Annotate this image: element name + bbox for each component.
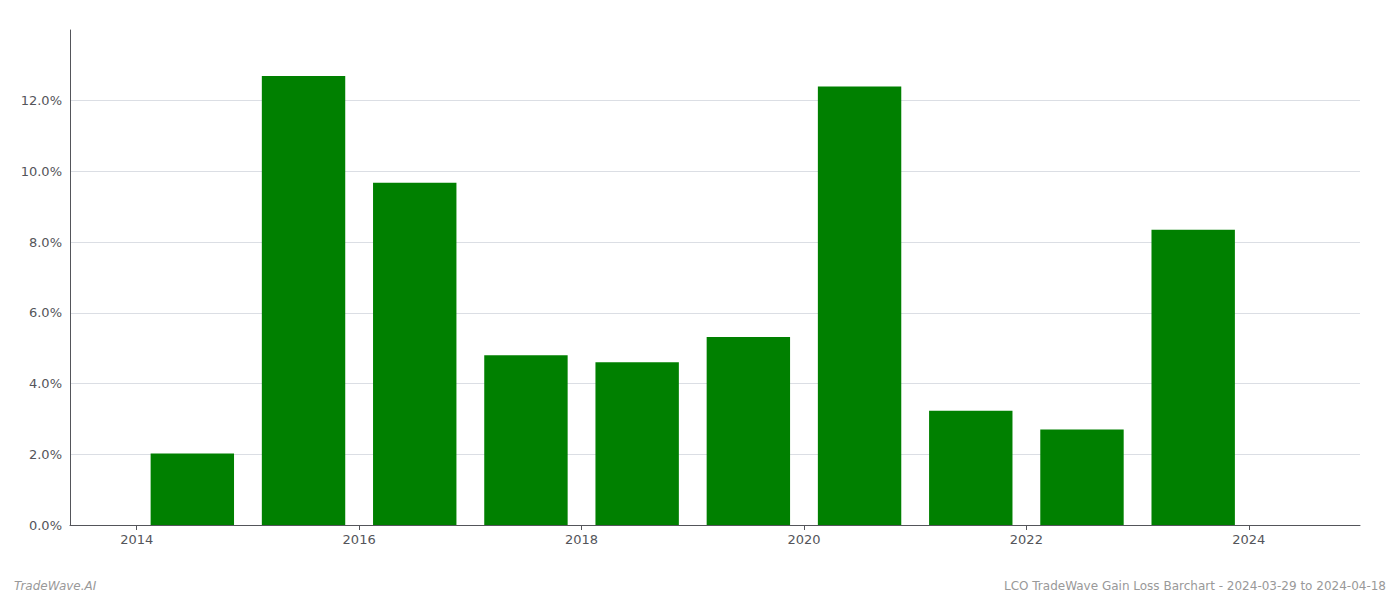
- svg-text:2022: 2022: [1010, 532, 1043, 547]
- svg-text:6.0%: 6.0%: [29, 305, 62, 320]
- svg-text:2016: 2016: [343, 532, 376, 547]
- svg-text:0.0%: 0.0%: [29, 518, 62, 533]
- svg-text:2020: 2020: [787, 532, 820, 547]
- svg-text:2014: 2014: [120, 532, 153, 547]
- svg-text:12.0%: 12.0%: [21, 93, 62, 108]
- svg-text:8.0%: 8.0%: [29, 235, 62, 250]
- svg-text:10.0%: 10.0%: [21, 164, 62, 179]
- svg-text:2018: 2018: [565, 532, 598, 547]
- svg-text:LCO TradeWave Gain Loss Barcha: LCO TradeWave Gain Loss Barchart - 2024-…: [1004, 579, 1386, 593]
- svg-text:2.0%: 2.0%: [29, 447, 62, 462]
- svg-text:4.0%: 4.0%: [29, 376, 62, 391]
- svg-text:2024: 2024: [1232, 532, 1265, 547]
- svg-text:TradeWave.AI: TradeWave.AI: [14, 579, 97, 593]
